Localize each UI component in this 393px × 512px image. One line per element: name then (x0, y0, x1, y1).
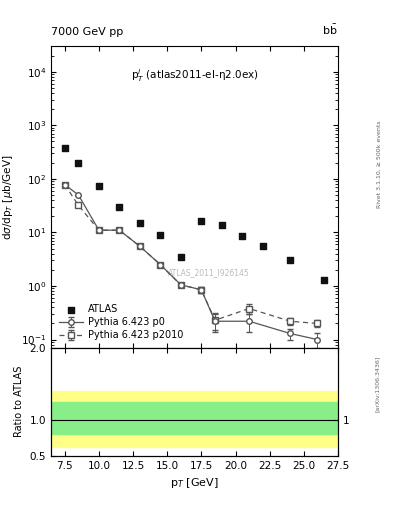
Text: [arXiv:1306.3436]: [arXiv:1306.3436] (375, 356, 380, 412)
Text: 7000 GeV pp: 7000 GeV pp (51, 27, 123, 37)
Text: b$\bar{\rm b}$: b$\bar{\rm b}$ (323, 23, 338, 37)
ATLAS (178, 253, 184, 261)
ATLAS (62, 144, 68, 152)
Text: ATLAS_2011_I926145: ATLAS_2011_I926145 (168, 268, 250, 277)
Y-axis label: Ratio to ATLAS: Ratio to ATLAS (14, 366, 24, 437)
ATLAS (287, 257, 293, 265)
ATLAS (157, 231, 163, 239)
ATLAS (198, 218, 204, 226)
ATLAS (116, 203, 123, 211)
Legend: ATLAS, Pythia 6.423 p0, Pythia 6.423 p2010: ATLAS, Pythia 6.423 p0, Pythia 6.423 p20… (56, 302, 186, 343)
ATLAS (96, 182, 102, 190)
ATLAS (219, 221, 225, 229)
Text: p$_T^l$ (atlas2011-el-η2.0ex): p$_T^l$ (atlas2011-el-η2.0ex) (131, 67, 258, 84)
ATLAS (260, 242, 266, 250)
Text: Rivet 3.1.10, ≥ 500k events: Rivet 3.1.10, ≥ 500k events (377, 120, 382, 208)
ATLAS (75, 159, 82, 167)
ATLAS (137, 219, 143, 227)
Y-axis label: d$\sigma$/dp$_T$ [$\mu$b/GeV]: d$\sigma$/dp$_T$ [$\mu$b/GeV] (1, 154, 15, 240)
ATLAS (321, 276, 327, 284)
ATLAS (239, 232, 246, 240)
X-axis label: p$_T$ [GeV]: p$_T$ [GeV] (170, 476, 219, 490)
